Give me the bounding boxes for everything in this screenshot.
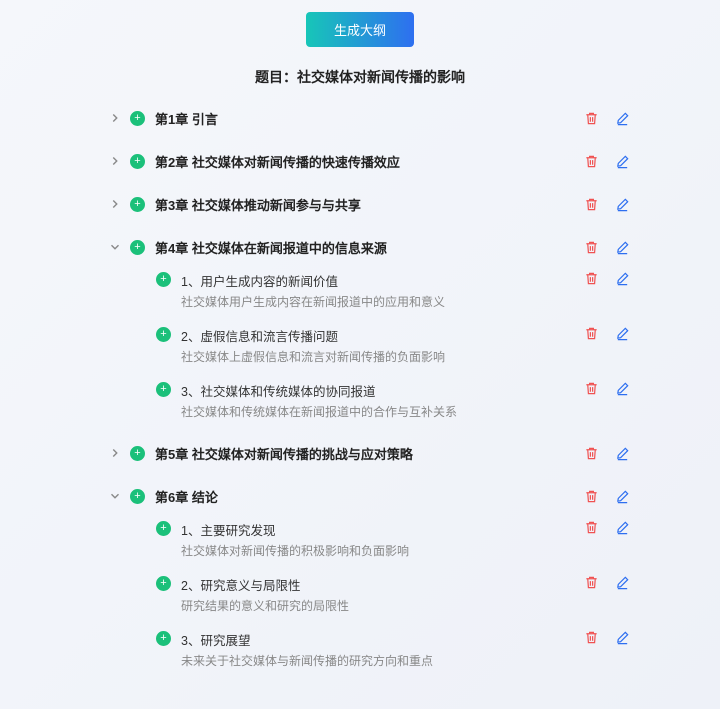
subsection-title: 3、社交媒体和传统媒体的协同报道 [181, 381, 584, 400]
add-subsection-button[interactable]: + [156, 631, 171, 646]
subsection-row: + 1、用户生成内容的新闻价值 社交媒体用户生成内容在新闻报道中的应用和意义 [156, 271, 630, 310]
delete-icon[interactable] [584, 271, 599, 286]
edit-icon[interactable] [615, 271, 630, 286]
edit-icon[interactable] [615, 520, 630, 535]
chapter-row: + 第6章 结论 [130, 487, 630, 506]
subsection-title: 1、主要研究发现 [181, 520, 584, 539]
edit-icon[interactable] [615, 630, 630, 645]
edit-icon[interactable] [615, 197, 630, 212]
subsection-desc: 社交媒体对新闻传播的积极影响和负面影响 [181, 542, 584, 559]
add-subsection-button[interactable]: + [156, 521, 171, 536]
add-chapter-button[interactable]: + [130, 446, 145, 461]
subsection-row: + 1、主要研究发现 社交媒体对新闻传播的积极影响和负面影响 [156, 520, 630, 559]
page-title: 题目：社交媒体对新闻传播的影响 [0, 67, 720, 87]
subsection-row: + 3、社交媒体和传统媒体的协同报道 社交媒体和传统媒体在新闻报道中的合作与互补… [156, 381, 630, 420]
chapter-title: 第1章 引言 [155, 109, 584, 128]
edit-icon[interactable] [615, 446, 630, 461]
chapter-title: 第2章 社交媒体对新闻传播的快速传播效应 [155, 152, 584, 171]
edit-icon[interactable] [615, 240, 630, 255]
chapter-row: + 第4章 社交媒体在新闻报道中的信息来源 [130, 238, 630, 257]
add-subsection-button[interactable]: + [156, 272, 171, 287]
edit-icon[interactable] [615, 381, 630, 396]
add-chapter-button[interactable]: + [130, 489, 145, 504]
subsection-title: 3、研究展望 [181, 630, 584, 649]
add-subsection-button[interactable]: + [156, 327, 171, 342]
chevron-right-icon[interactable] [108, 446, 122, 460]
title-prefix: 题目： [255, 69, 297, 85]
outline-list: + 第1章 引言 + 第2章 社交媒体对新闻传播的快速传播效应 + 第3章 社交… [0, 109, 720, 669]
subsection-title: 1、用户生成内容的新闻价值 [181, 271, 584, 290]
add-subsection-button[interactable]: + [156, 382, 171, 397]
chapter-row: + 第3章 社交媒体推动新闻参与与共享 [130, 195, 630, 214]
edit-icon[interactable] [615, 575, 630, 590]
delete-icon[interactable] [584, 197, 599, 212]
chevron-right-icon[interactable] [108, 197, 122, 211]
edit-icon[interactable] [615, 489, 630, 504]
add-chapter-button[interactable]: + [130, 197, 145, 212]
chevron-right-icon[interactable] [108, 154, 122, 168]
subsection-row: + 2、研究意义与局限性 研究结果的意义和研究的局限性 [156, 575, 630, 614]
delete-icon[interactable] [584, 154, 599, 169]
generate-outline-button[interactable]: 生成大纲 [306, 12, 414, 47]
subsection-desc: 未来关于社交媒体与新闻传播的研究方向和重点 [181, 652, 584, 669]
edit-icon[interactable] [615, 154, 630, 169]
chevron-down-icon[interactable] [108, 240, 122, 254]
add-chapter-button[interactable]: + [130, 154, 145, 169]
add-subsection-button[interactable]: + [156, 576, 171, 591]
delete-icon[interactable] [584, 489, 599, 504]
delete-icon[interactable] [584, 326, 599, 341]
chapter-title: 第4章 社交媒体在新闻报道中的信息来源 [155, 238, 584, 257]
subsection-title: 2、研究意义与局限性 [181, 575, 584, 594]
chevron-right-icon[interactable] [108, 111, 122, 125]
delete-icon[interactable] [584, 446, 599, 461]
add-chapter-button[interactable]: + [130, 111, 145, 126]
delete-icon[interactable] [584, 240, 599, 255]
subsection-desc: 研究结果的意义和研究的局限性 [181, 597, 584, 614]
chevron-down-icon[interactable] [108, 489, 122, 503]
chapter-title: 第3章 社交媒体推动新闻参与与共享 [155, 195, 584, 214]
edit-icon[interactable] [615, 326, 630, 341]
subsection-title: 2、虚假信息和流言传播问题 [181, 326, 584, 345]
chapter-row: + 第5章 社交媒体对新闻传播的挑战与应对策略 [130, 444, 630, 463]
subsection-row: + 2、虚假信息和流言传播问题 社交媒体上虚假信息和流言对新闻传播的负面影响 [156, 326, 630, 365]
add-chapter-button[interactable]: + [130, 240, 145, 255]
subsection-row: + 3、研究展望 未来关于社交媒体与新闻传播的研究方向和重点 [156, 630, 630, 669]
title-text: 社交媒体对新闻传播的影响 [297, 69, 465, 85]
chapter-title: 第5章 社交媒体对新闻传播的挑战与应对策略 [155, 444, 584, 463]
subsection-desc: 社交媒体上虚假信息和流言对新闻传播的负面影响 [181, 348, 584, 365]
edit-icon[interactable] [615, 111, 630, 126]
subsection-desc: 社交媒体用户生成内容在新闻报道中的应用和意义 [181, 293, 584, 310]
delete-icon[interactable] [584, 381, 599, 396]
delete-icon[interactable] [584, 575, 599, 590]
subsection-desc: 社交媒体和传统媒体在新闻报道中的合作与互补关系 [181, 403, 584, 420]
delete-icon[interactable] [584, 111, 599, 126]
delete-icon[interactable] [584, 630, 599, 645]
chapter-title: 第6章 结论 [155, 487, 584, 506]
chapter-row: + 第1章 引言 [130, 109, 630, 128]
delete-icon[interactable] [584, 520, 599, 535]
chapter-row: + 第2章 社交媒体对新闻传播的快速传播效应 [130, 152, 630, 171]
